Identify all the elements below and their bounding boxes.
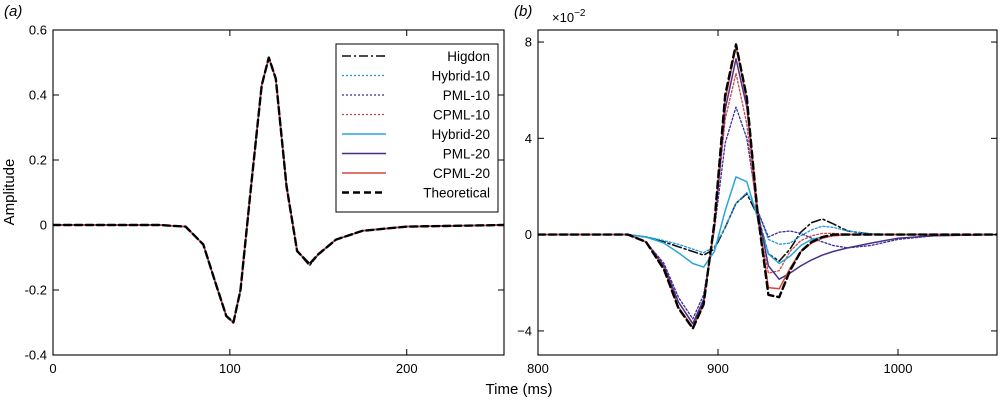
legend-label: Hybrid-10 (431, 69, 490, 84)
x-tick-label: 100 (219, 361, 241, 376)
y-tick-label: -0.4 (25, 348, 47, 363)
y-tick-label: 0.6 (29, 23, 47, 38)
legend-label: Higdon (447, 49, 490, 64)
panel-a: 0 100 200 -0.4 -0.2 0 0.2 0.4 0.6 Amplitude (1, 23, 505, 376)
x-tick-label: 200 (396, 361, 418, 376)
legend-label: PML-20 (443, 147, 490, 162)
series-line-pml-20 (538, 58, 997, 325)
legend-box (335, 43, 499, 213)
legend-label: Theoretical (423, 186, 490, 201)
panel-b-scale-factor: ×10−2 (552, 8, 586, 25)
y-tick-label: -0.2 (25, 283, 47, 298)
series-line-pml-10 (538, 106, 997, 320)
legend: Higdon Hybrid-10 PML-10 CPML-10 Hybrid-20 PML… (335, 43, 499, 213)
y-tick-label: 4 (525, 131, 532, 146)
panel-b-scale-exponent: −2 (574, 8, 586, 19)
x-tick-label: 900 (707, 361, 729, 376)
legend-label: PML-10 (443, 88, 490, 103)
panel-b-frame (537, 29, 998, 356)
panel-b-label: (b) (514, 3, 532, 20)
y-tick-label: 0.2 (29, 153, 47, 168)
x-tick-label: 0 (49, 361, 56, 376)
series-line-theoretical (538, 43, 997, 330)
panel-b: 800 900 1000 −4 0 4 8 ×10−2 (517, 8, 998, 376)
panel-b-scale-base: ×10 (552, 10, 574, 25)
series-line-hybrid-10 (538, 191, 997, 254)
legend-label: CPML-20 (433, 166, 490, 181)
x-tick-label: 1000 (884, 361, 913, 376)
panel-a-frame (52, 29, 505, 356)
panel-a-label: (a) (4, 3, 22, 20)
y-tick-label: 0.4 (29, 88, 47, 103)
y-tick-label: 0 (40, 218, 47, 233)
y-tick-label: 8 (525, 35, 532, 50)
legend-label: CPML-10 (433, 108, 490, 123)
panel-b-plot-area: 800 900 1000 −4 0 4 8 (517, 29, 998, 376)
legend-label: Hybrid-20 (431, 127, 490, 142)
x-axis-title: Time (ms) (486, 381, 553, 398)
x-tick-label: 800 (527, 361, 549, 376)
y-tick-label: 0 (525, 227, 532, 242)
series-line-theoretical (53, 56, 504, 324)
panel-a-ylabel: Amplitude (1, 159, 18, 226)
y-tick-label: −4 (517, 323, 532, 338)
panel-a-plot-area: 0 100 200 -0.4 -0.2 0 0.2 0.4 0.6 (25, 23, 505, 376)
